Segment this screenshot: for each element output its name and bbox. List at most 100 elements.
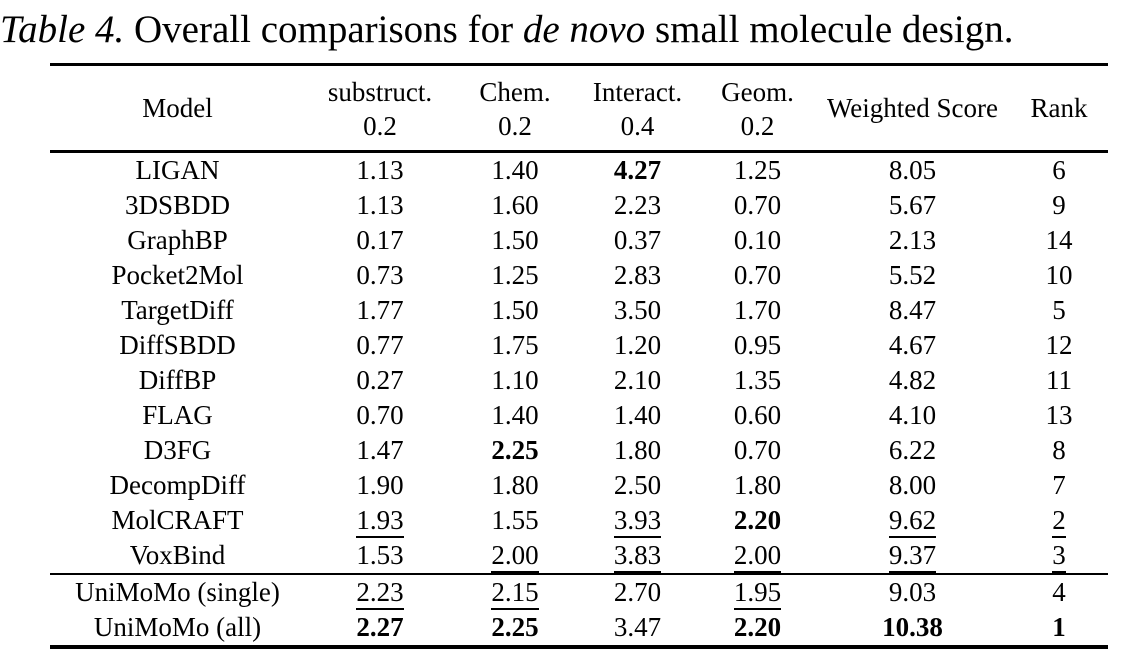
- value-text: 1.53: [356, 540, 404, 570]
- model-name-cell: Pocket2Mol: [111, 260, 244, 290]
- value-cell: 0.95: [700, 328, 815, 363]
- value-text: 1.50: [491, 295, 539, 325]
- value-cell: 1.40: [575, 398, 700, 433]
- col-label: substruct.: [327, 77, 433, 107]
- col-label: Interact.: [592, 77, 683, 107]
- value-cell: 9.62: [815, 503, 1010, 538]
- value-cell: 1.53: [305, 538, 455, 574]
- value-text: 14: [1045, 225, 1073, 255]
- col-header-interact: Interact. 0.4: [575, 65, 700, 152]
- value-cell: 7: [1010, 468, 1108, 503]
- table-row: DiffBP 0.27 1.10 2.10 1.35 4.82 11: [50, 363, 1108, 398]
- model-name-cell: DiffBP: [138, 365, 217, 395]
- value-text: 1.25: [491, 260, 539, 290]
- model-name-cell: LIGAN: [135, 155, 220, 185]
- value-cell: 2.23: [305, 574, 455, 610]
- value-cell: 1.70: [700, 293, 815, 328]
- value-text: 9.37: [888, 541, 937, 573]
- model-name-cell: DecompDiff: [109, 470, 246, 500]
- value-text: 2.50: [613, 470, 662, 500]
- value-text: 2.20: [733, 505, 782, 535]
- value-cell: 1.40: [455, 398, 575, 433]
- table-row: 3DSBDD 1.13 1.60 2.23 0.70 5.67 9: [50, 188, 1108, 223]
- table-row: DecompDiff 1.90 1.80 2.50 1.80 8.00 7: [50, 468, 1108, 503]
- value-cell: 3.83: [575, 538, 700, 574]
- value-text: 3.50: [613, 295, 662, 325]
- value-cell: 4.67: [815, 328, 1010, 363]
- col-label: Model: [142, 93, 213, 123]
- value-cell: 9.03: [815, 574, 1010, 610]
- value-text: 2.25: [491, 435, 539, 465]
- value-text: 0.77: [356, 330, 404, 360]
- value-text: 0.10: [733, 225, 782, 255]
- table-row: LIGAN 1.13 1.40 4.27 1.25 8.05 6: [50, 152, 1108, 189]
- model-name-cell: TargetDiff: [121, 295, 234, 325]
- table-header: Model substruct. 0.2 Chem. 0.2 Interact.…: [50, 65, 1108, 152]
- value-text: 5: [1052, 295, 1066, 325]
- col-weight: 0.2: [740, 111, 775, 141]
- value-text: 0.70: [733, 260, 782, 290]
- value-cell: 5.67: [815, 188, 1010, 223]
- value-text: 3.83: [613, 541, 662, 573]
- value-text: 1.40: [491, 400, 539, 430]
- value-cell: 2.20: [700, 503, 815, 538]
- value-cell: 1.55: [455, 503, 575, 538]
- value-cell: 0.77: [305, 328, 455, 363]
- col-label: Weighted Score: [826, 93, 999, 123]
- value-cell: 1.35: [700, 363, 815, 398]
- table-body: LIGAN 1.13 1.40 4.27 1.25 8.05 6 3DSBDD 1.13 1.60…: [50, 152, 1108, 648]
- value-text: 1.93: [356, 506, 404, 538]
- value-text: 5.52: [888, 260, 937, 290]
- value-text: 0.95: [733, 330, 782, 360]
- model-name-cell: MolCRAFT: [111, 505, 244, 535]
- value-text: 1.55: [491, 505, 539, 535]
- value-cell: 1.25: [700, 152, 815, 189]
- value-text: 8.05: [888, 155, 937, 185]
- value-text: 2.20: [733, 612, 782, 642]
- value-cell: 0.70: [700, 258, 815, 293]
- model-name-cell: UniMoMo (all): [93, 612, 262, 642]
- caption-text-1: Overall comparisons for: [124, 8, 523, 51]
- value-cell: 3.47: [575, 610, 700, 647]
- value-cell: 10: [1010, 258, 1108, 293]
- value-text: 1.80: [613, 435, 662, 465]
- value-cell: 1.90: [305, 468, 455, 503]
- value-cell: 0.37: [575, 223, 700, 258]
- table-row: GraphBP 0.17 1.50 0.37 0.10 2.13 14: [50, 223, 1108, 258]
- value-cell: 1.80: [575, 433, 700, 468]
- value-text: 2.83: [613, 260, 662, 290]
- value-text: 1.13: [356, 155, 404, 185]
- col-header-rank: Rank: [1010, 65, 1108, 152]
- caption-label: Table 4.: [0, 8, 125, 51]
- value-cell: 1.93: [305, 503, 455, 538]
- value-text: 4: [1052, 577, 1066, 607]
- value-text: 0.37: [613, 225, 662, 255]
- value-text: 2: [1052, 506, 1066, 538]
- value-cell: 0.10: [700, 223, 815, 258]
- value-text: 1.60: [491, 190, 539, 220]
- value-cell: 0.60: [700, 398, 815, 433]
- value-cell: 2.70: [575, 574, 700, 610]
- value-cell: 12: [1010, 328, 1108, 363]
- value-text: 1.90: [356, 470, 404, 500]
- value-text: 7: [1052, 470, 1066, 500]
- value-cell: 2.27: [305, 610, 455, 647]
- value-text: 1.25: [733, 155, 782, 185]
- table-row: MolCRAFT 1.93 1.55 3.93 2.20 9.62 2: [50, 503, 1108, 538]
- value-text: 0.27: [356, 365, 404, 395]
- value-text: 2.13: [888, 225, 937, 255]
- value-cell: 2.10: [575, 363, 700, 398]
- col-label: Rank: [1030, 93, 1088, 123]
- value-text: 0.60: [733, 400, 782, 430]
- value-cell: 1.95: [700, 574, 815, 610]
- value-text: 1.80: [491, 470, 539, 500]
- value-cell: 11: [1010, 363, 1108, 398]
- col-label: Chem.: [479, 77, 551, 107]
- col-header-model: Model: [50, 65, 305, 152]
- value-text: 3.47: [613, 612, 662, 642]
- model-name-cell: GraphBP: [127, 225, 228, 255]
- value-text: 10.38: [882, 612, 943, 642]
- value-text: 2.25: [491, 612, 539, 642]
- value-text: 4.27: [613, 155, 662, 185]
- value-text: 1.80: [733, 470, 782, 500]
